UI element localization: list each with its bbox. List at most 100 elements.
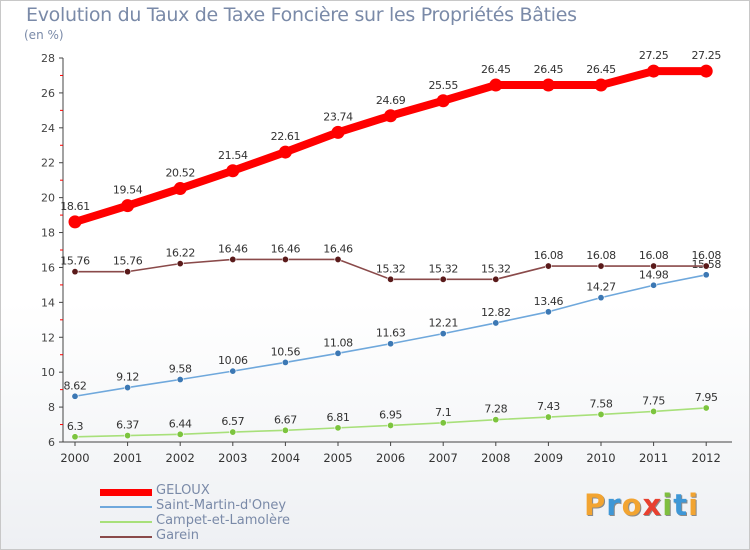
- data-point: [281, 358, 289, 366]
- y-tick-label: 28: [41, 52, 55, 65]
- data-label: 8.62: [64, 379, 87, 392]
- data-label: 15.76: [113, 255, 143, 268]
- data-label: 26.45: [481, 63, 511, 76]
- data-label: 19.54: [113, 184, 143, 197]
- data-point: [439, 275, 447, 283]
- logo-letter: o: [621, 488, 643, 522]
- proxiti-logo: Proxiti: [584, 488, 699, 522]
- data-point: [702, 271, 710, 279]
- data-label: 12.21: [428, 317, 458, 330]
- data-label: 16.22: [165, 247, 195, 260]
- data-label: 16.46: [218, 242, 248, 255]
- y-tick-label: 16: [41, 261, 55, 274]
- data-label: 20.52: [165, 167, 195, 180]
- data-point: [229, 428, 237, 436]
- data-label: 14.27: [586, 281, 616, 294]
- data-point: [597, 294, 605, 302]
- x-tick-label: 2012: [692, 451, 721, 465]
- data-point: [492, 319, 500, 327]
- data-label: 16.08: [691, 249, 721, 262]
- legend-swatch: [100, 488, 152, 496]
- data-label: 16.08: [586, 249, 616, 262]
- data-label: 21.54: [218, 149, 248, 162]
- data-point: [650, 262, 658, 270]
- data-point: [124, 268, 132, 276]
- line-chart: 6 8 10 12 14 16 18 20 22 24 26 28 2000 2001 2002 2003 20…: [41, 49, 732, 465]
- data-point: [281, 426, 289, 434]
- legend-label: GELOUX: [156, 483, 210, 498]
- data-point: [176, 430, 184, 438]
- data-label: 15.76: [60, 255, 90, 268]
- data-label: 18.61: [60, 200, 90, 213]
- data-point: [702, 404, 710, 412]
- legend-swatch: [100, 536, 152, 538]
- data-point: [439, 419, 447, 427]
- data-point: [597, 410, 605, 418]
- data-point: [281, 255, 289, 263]
- data-label: 6.57: [221, 415, 244, 428]
- x-tick-label: 2002: [166, 451, 195, 465]
- legend-label: Campet-et-Lamolère: [156, 513, 291, 528]
- legend-label: Saint-Martin-d'Oney: [156, 498, 287, 513]
- x-tick-label: 2007: [429, 451, 458, 465]
- data-point: [176, 260, 184, 268]
- data-label: 27.25: [691, 49, 721, 62]
- data-point: [71, 392, 79, 400]
- y-tick-label: 26: [41, 87, 55, 100]
- data-label: 13.46: [534, 295, 564, 308]
- data-point: [331, 125, 345, 139]
- data-point: [334, 255, 342, 263]
- data-point: [176, 376, 184, 384]
- data-label: 11.08: [323, 336, 353, 349]
- data-point: [544, 262, 552, 270]
- data-label: 7.43: [537, 400, 560, 413]
- data-label: 6.67: [274, 413, 297, 426]
- data-label: 9.12: [116, 371, 139, 384]
- series-geloux: 18.61 19.54 20.52 21.54 22.61 23.74 24.69 25.55…: [60, 49, 722, 229]
- data-label: 15.32: [376, 262, 406, 275]
- x-tick-label: 2001: [113, 451, 142, 465]
- data-point: [71, 433, 79, 441]
- data-label: 10.06: [218, 354, 248, 367]
- data-point: [436, 94, 450, 108]
- data-point: [278, 145, 292, 159]
- data-label: 16.46: [323, 242, 353, 255]
- logo-letter: r: [606, 488, 622, 522]
- data-label: 6.44: [169, 417, 192, 430]
- data-point: [387, 340, 395, 348]
- y-tick-label: 20: [41, 192, 55, 205]
- data-point: [699, 64, 713, 78]
- data-label: 10.56: [271, 345, 301, 358]
- y-tick-label: 24: [41, 122, 55, 135]
- data-label: 9.58: [169, 363, 192, 376]
- data-label: 7.1: [435, 406, 451, 419]
- y-tick-label: 18: [41, 227, 55, 240]
- data-point: [173, 182, 187, 196]
- data-point: [492, 416, 500, 424]
- data-label: 7.58: [590, 397, 613, 410]
- data-label: 23.74: [323, 110, 353, 123]
- data-point: [387, 421, 395, 429]
- x-tick-label: 2010: [586, 451, 615, 465]
- data-label: 27.25: [639, 49, 669, 62]
- data-point: [121, 199, 135, 213]
- data-point: [68, 215, 82, 229]
- data-label: 7.75: [642, 394, 665, 407]
- data-point: [334, 424, 342, 432]
- data-label: 11.63: [376, 327, 406, 340]
- legend-swatch: [100, 521, 152, 523]
- logo-letter: x: [642, 488, 663, 522]
- chart-title: Evolution du Taux de Taxe Foncière sur l…: [26, 4, 577, 26]
- data-point: [334, 349, 342, 357]
- x-tick-label: 2011: [639, 451, 668, 465]
- logo-letter: i: [662, 488, 674, 522]
- data-point: [226, 164, 240, 178]
- x-tick-label: 2003: [218, 451, 247, 465]
- y-tick-label: 22: [41, 157, 55, 170]
- data-point: [541, 78, 555, 92]
- legend-swatch: [100, 506, 152, 508]
- y-tick-label: 12: [41, 331, 55, 344]
- data-label: 26.45: [586, 63, 616, 76]
- y-tick-label: 8: [48, 401, 55, 414]
